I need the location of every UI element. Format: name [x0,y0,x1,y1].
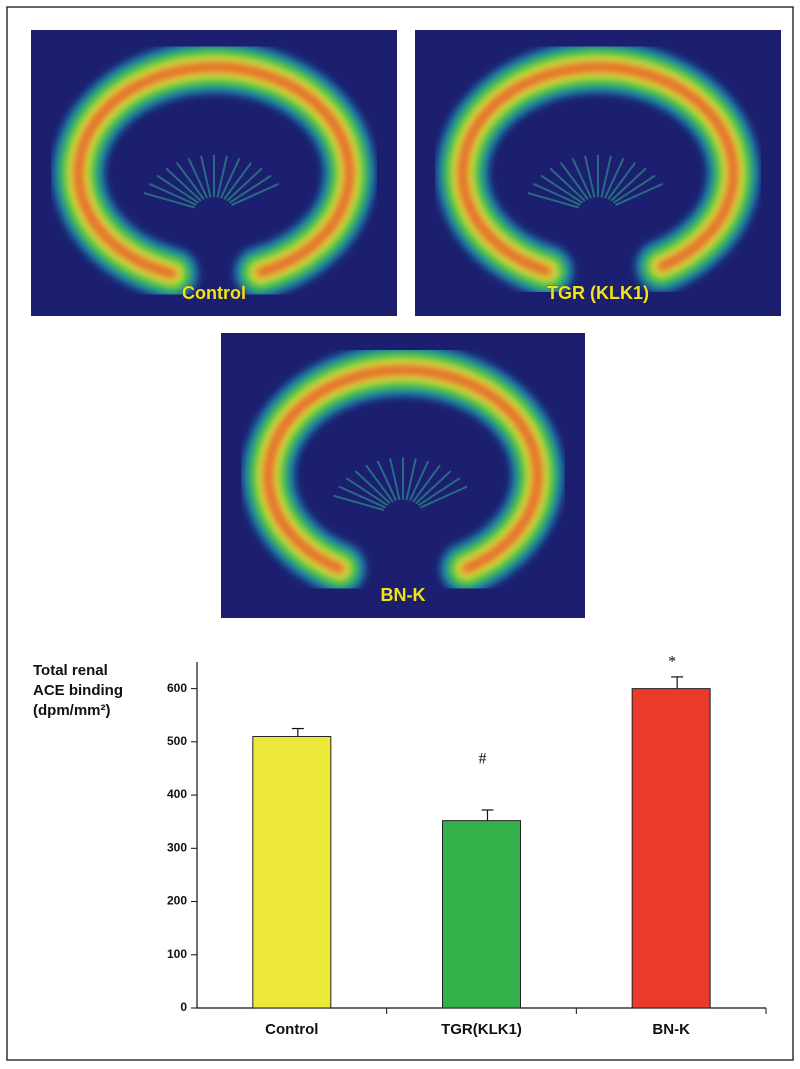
medulla-streak [415,470,452,505]
y-tick-label: 300 [167,840,187,854]
kidney-image: Control [31,30,397,316]
cortex-signal [263,365,543,574]
kidney-image: TGR (KLK1) [415,30,781,316]
frame [6,6,794,1061]
medulla-streak [365,464,394,503]
medulla-streak [165,167,202,202]
medulla-streak [226,167,263,202]
x-tick-label: Control [265,1021,318,1038]
medulla-streak [149,182,197,206]
medulla-streak [533,182,581,206]
y-tick-label: 400 [167,787,187,801]
y-tick-label: 500 [167,734,187,748]
medulla-streak [345,477,389,507]
medulla-streak [229,174,272,204]
panel-label: BN-K [381,585,426,605]
medulla-streak [607,162,637,200]
medulla-streak [613,174,656,204]
medulla-streak [417,477,461,507]
medulla-streak [187,157,208,199]
significance-marker: * [668,654,676,671]
y-tick-label: 100 [167,947,187,961]
bar [252,736,332,1009]
medulla-streak [604,157,625,199]
medulla-streak [376,460,397,502]
medulla-streak [223,162,253,200]
cortex-signal [457,62,739,277]
medulla-streak [200,155,212,198]
y-tick-label: 200 [167,894,187,908]
significance-marker: # [479,751,487,768]
medulla-streak [409,460,430,502]
medulla-streak [143,192,196,209]
medulla-streak [412,464,441,503]
medulla-streak [615,182,663,206]
medulla-streak [156,174,199,204]
medulla-streak [571,157,592,199]
medulla-streak [420,485,468,509]
cortex-signal [73,62,355,279]
medulla-streak [220,157,241,199]
y-tick-label: 0 [180,1000,187,1014]
medulla-streak [549,167,586,202]
medulla-streak [354,470,391,505]
medulla-streak [338,485,386,509]
y-axis-label: ACE binding [33,682,123,699]
y-tick-label: 600 [167,681,187,695]
y-axis-label: (dpm/mm²) [33,702,111,719]
medulla-streak [540,174,583,204]
medulla-streak [389,458,401,501]
panel-label: TGR (KLK1) [547,283,649,303]
medulla-streak [527,192,580,209]
bar [442,820,521,1009]
medulla-streak [610,167,647,202]
bar [631,688,711,1009]
x-tick-label: BN-K [652,1021,690,1038]
y-axis-label: Total renal [33,662,108,679]
medulla-streak [559,162,589,200]
medulla-streak [600,155,612,198]
medulla-streak [231,182,279,206]
medulla-streak [584,155,596,198]
medulla-streak [175,162,205,200]
panel-label: Control [182,283,246,303]
medulla-streak [405,458,417,501]
medulla-streak [333,494,385,512]
medulla-streak [216,155,228,198]
x-tick-label: TGR(KLK1) [441,1021,522,1038]
kidney-image: BN-K [221,333,585,618]
